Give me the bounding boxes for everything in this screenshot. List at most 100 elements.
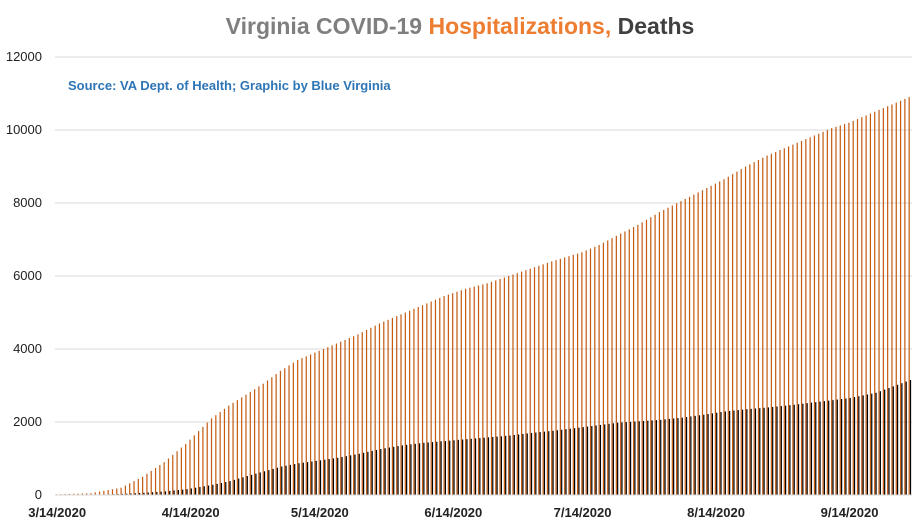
deaths-bar (556, 430, 558, 495)
deaths-bar (810, 402, 813, 495)
hospitalizations-bar (581, 252, 583, 495)
hospitalizations-bar (124, 485, 126, 495)
hospitalizations-bar (314, 352, 316, 495)
hospitalizations-bar (322, 349, 325, 495)
deaths-bar (884, 389, 886, 495)
deaths-bar (858, 396, 860, 495)
hospitalizations-bar (245, 394, 247, 495)
hospitalizations-bar (77, 493, 79, 495)
deaths-bar (255, 473, 257, 495)
deaths-bar (828, 400, 830, 495)
hospitalizations-bar (542, 264, 544, 495)
deaths-bar (673, 418, 675, 495)
deaths-bar (272, 468, 274, 495)
deaths-bar (733, 410, 735, 495)
hospitalizations-bar (899, 100, 902, 496)
deaths-bar (238, 478, 240, 495)
hospitalizations-bar (508, 276, 510, 495)
deaths-bar (565, 429, 567, 495)
hospitalizations-bar (835, 126, 837, 496)
deaths-bar (190, 488, 192, 495)
deaths-bar (281, 466, 283, 495)
deaths-bar (436, 441, 438, 495)
deaths-bar (905, 381, 907, 495)
deaths-bar (134, 493, 136, 495)
deaths-bar (315, 460, 317, 495)
hospitalizations-bar (176, 451, 178, 495)
hospitalizations-bar (137, 478, 139, 495)
hospitalizations-bar (353, 336, 355, 495)
hospitalizations-bar (202, 426, 204, 495)
deaths-bar (582, 427, 584, 495)
hospitalizations-bar (434, 299, 437, 495)
x-tick-label: 7/14/2020 (554, 505, 612, 520)
hospitalizations-bar (701, 190, 704, 495)
hospitalizations-bar (525, 270, 527, 495)
hospitalizations-bar (94, 492, 96, 495)
hospitalizations-bar (288, 365, 290, 495)
hospitalizations-bar (676, 203, 678, 496)
hospitalizations-bar (426, 303, 428, 495)
y-axis-ticks: 0 2000 4000 6000 8000 10000 12000 (6, 49, 42, 502)
hospitalizations-bar (86, 493, 88, 495)
deaths-bar (143, 492, 145, 495)
hospitalizations-bar (120, 487, 122, 495)
hospitalizations-bar (154, 467, 157, 495)
hospitalizations-bar (206, 422, 208, 495)
hospitalizations-bar (150, 470, 152, 495)
deaths-bar (462, 439, 464, 495)
deaths-bar (423, 442, 425, 495)
hospitalizations-bar (796, 142, 798, 495)
x-tick-label: 6/14/2020 (424, 505, 482, 520)
hospitalizations-bar (469, 287, 471, 495)
deaths-bar (479, 438, 481, 495)
deaths-bar (660, 419, 662, 495)
hospitalizations-bar (792, 144, 794, 495)
hospitalizations-bar (417, 307, 419, 495)
deaths-bar (246, 476, 248, 495)
hospitalizations-bar (292, 362, 294, 495)
hospitalizations-bar (215, 415, 217, 495)
deaths-bar (694, 415, 696, 495)
hospitalizations-bar (775, 151, 777, 495)
deaths-bar (785, 405, 787, 495)
hospitalizations-bar (852, 120, 854, 495)
hospitalizations-bar (249, 391, 251, 495)
hospitalizations-bar (495, 280, 497, 495)
deaths-bar (526, 433, 528, 495)
hospitalizations-bar (387, 319, 389, 495)
deaths-bar (668, 418, 670, 495)
hospitalizations-bar (813, 135, 816, 495)
hospitalizations-bar (275, 374, 277, 495)
hospitalizations-bar (305, 356, 307, 495)
hospitalizations-bar (607, 240, 609, 495)
hospitalizations-bar (266, 380, 269, 495)
hospitalizations-bar (641, 222, 643, 495)
deaths-bar (449, 440, 451, 495)
deaths-bar (901, 383, 903, 495)
hospitalizations-bar (335, 343, 338, 495)
y-tick-label: 12000 (6, 49, 42, 64)
deaths-bar (548, 431, 550, 495)
deaths-bar (737, 410, 739, 495)
deaths-bar (199, 486, 201, 495)
deaths-bar (509, 435, 511, 495)
y-tick-label: 2000 (13, 414, 42, 429)
y-tick-label: 10000 (6, 122, 42, 137)
deaths-bar (685, 417, 688, 495)
hospitalizations-bar (210, 418, 213, 495)
hospitalizations-bar (783, 148, 785, 495)
x-tick-label: 3/14/2020 (28, 505, 86, 520)
deaths-bar (518, 434, 520, 495)
hospitalizations-bar (365, 330, 368, 495)
hospitalizations-bar (551, 261, 553, 495)
deaths-bar (440, 441, 442, 495)
hospitalizations-bar (159, 465, 161, 495)
hospitalizations-bar (589, 248, 592, 495)
deaths-bar (324, 459, 326, 495)
deaths-bar (879, 391, 881, 495)
hospitalizations-bar (232, 402, 234, 495)
deaths-bar (350, 455, 352, 495)
deaths-bar (754, 408, 757, 495)
hospitalizations-bar (538, 265, 540, 495)
